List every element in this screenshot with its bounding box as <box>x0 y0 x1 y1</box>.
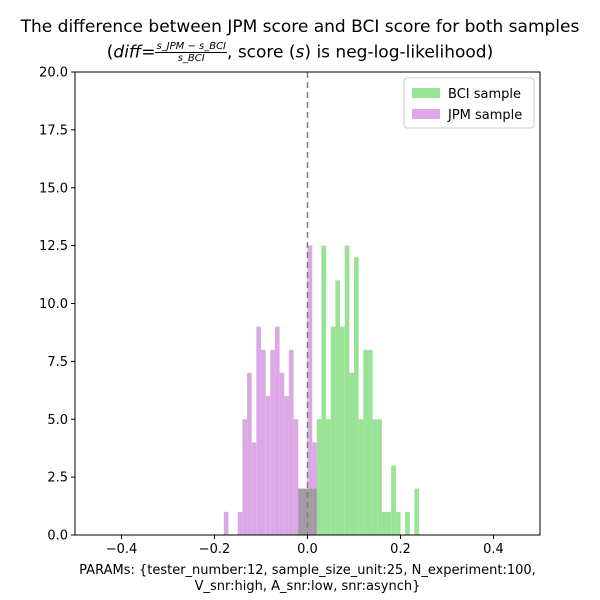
title-suffix-b: ) is neg-log-likelihood) <box>304 42 494 63</box>
x-axis-label-line2: V_snr:high, A_snr:low, snr:asynch} <box>194 579 421 594</box>
x-tick-label-2: 0.0 <box>297 542 318 557</box>
jpm-bar-0 <box>223 511 229 535</box>
bci-bar-9 <box>340 326 345 535</box>
title-fraction: s_JPM − s_BCI s_BCI <box>155 41 228 64</box>
y-tick-label-3: 7.5 <box>47 355 68 370</box>
jpm-bar-12 <box>288 349 294 535</box>
legend: BCI sample JPM sample <box>403 77 535 129</box>
x-tick-label-4: 0.4 <box>483 542 504 557</box>
bci-bar-5 <box>321 245 327 535</box>
jpm-bar-5 <box>256 326 261 535</box>
bci-bar-8 <box>335 280 341 535</box>
bci-bar-19 <box>386 511 392 535</box>
overlap-bar-3 <box>312 488 317 535</box>
x-tick-label-0: −0.4 <box>106 542 138 557</box>
jpm-bar-13 <box>293 419 299 535</box>
title-score-symbol: s <box>295 42 305 63</box>
bci-bar-23 <box>405 511 410 535</box>
jpm-bar-1 <box>237 511 243 535</box>
x-axis-label-line1: PARAMs: {tester_number:12, sample_size_u… <box>79 563 536 578</box>
title-fraction-denominator: s_BCI <box>177 53 205 64</box>
bci-bar-12 <box>354 257 359 535</box>
jpm-bar-11 <box>284 396 289 535</box>
title-suffix-a: , score ( <box>227 42 296 63</box>
y-tick-label-5: 12.5 <box>39 239 68 254</box>
jpm-bar-10 <box>279 372 285 535</box>
jpm-bar-6 <box>261 349 266 535</box>
bci-bar-20 <box>391 465 396 535</box>
jpm-bar-4 <box>251 442 257 535</box>
jpm-bar-9 <box>274 326 280 535</box>
jpm-bar-3 <box>247 372 252 535</box>
legend-label-jpm: JPM sample <box>447 108 522 123</box>
jpm-extra-bar-0 <box>307 245 313 535</box>
y-tick-label-6: 15.0 <box>39 181 68 196</box>
bci-bar-18 <box>381 511 387 535</box>
overlap-bar-0 <box>298 488 303 535</box>
bci-bar-25 <box>414 488 420 535</box>
bci-bar-15 <box>367 349 373 535</box>
ticks-layer: −0.4 −0.2 0.0 0.2 0.4 0.0 2.5 5.0 7.5 10.0 12.5 15.… <box>39 66 504 558</box>
title-equals: = <box>141 42 156 63</box>
bci-bar-17 <box>377 419 382 535</box>
bci-bar-6 <box>326 419 331 535</box>
bci-bar-4 <box>316 419 322 535</box>
title-diff-symbol: diff <box>113 42 142 63</box>
bci-bar-21 <box>395 511 401 535</box>
legend-label-bci: BCI sample <box>448 87 521 102</box>
y-tick-label-7: 17.5 <box>39 123 68 138</box>
legend-swatch-bci <box>412 88 440 98</box>
chart-title-line2: (diff= s_JPM − s_BCI s_BCI, score (s) is n… <box>0 41 600 64</box>
jpm-bar-8 <box>270 349 275 535</box>
bci-bar-10 <box>344 245 350 535</box>
bci-bar-16 <box>372 419 378 535</box>
bci-bar-13 <box>358 419 364 535</box>
x-tick-label-3: 0.2 <box>390 542 411 557</box>
y-tick-label-1: 2.5 <box>47 471 68 486</box>
title-fraction-numerator: s_JPM − s_BCI <box>155 41 228 53</box>
y-tick-label-2: 5.0 <box>47 413 68 428</box>
jpm-bar-2 <box>242 419 248 535</box>
bci-bar-7 <box>330 326 336 535</box>
title-paren-open: ( <box>106 42 114 63</box>
bci-bar-14 <box>363 349 368 535</box>
y-tick-label-0: 0.0 <box>47 529 68 544</box>
legend-swatch-jpm <box>412 109 440 119</box>
y-tick-label-8: 20.0 <box>39 66 68 81</box>
y-tick-label-4: 10.0 <box>39 297 68 312</box>
overlap-bar-2 <box>307 488 313 535</box>
jpm-bar-7 <box>265 396 271 535</box>
overlap-bar-1 <box>302 488 308 535</box>
chart-title-line1: The difference between JPM score and BCI… <box>20 17 580 37</box>
bci-bar-11 <box>349 372 354 535</box>
x-tick-label-1: −0.2 <box>199 542 231 557</box>
bars-layer <box>223 245 420 535</box>
